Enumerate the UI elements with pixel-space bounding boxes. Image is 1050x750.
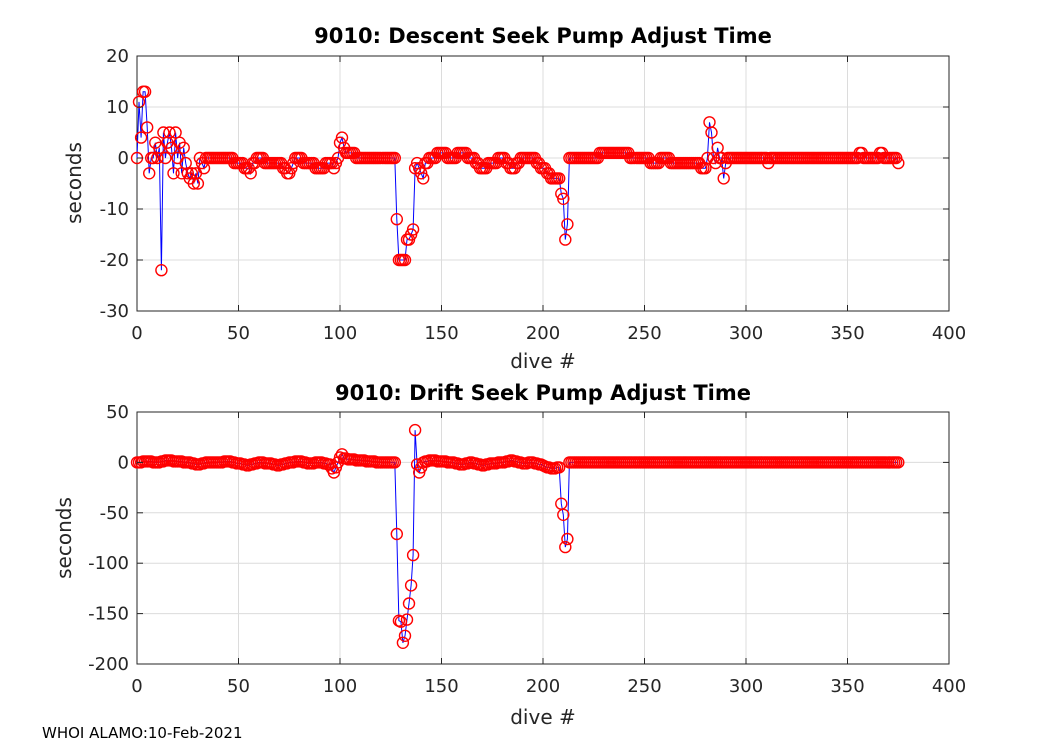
data-point [140,121,154,134]
data-point [557,192,570,206]
data-point [561,218,574,231]
data-point [398,253,412,267]
data-point [705,126,718,139]
data-point [553,461,566,474]
x-tick-label: 300 [729,676,763,697]
data-point [390,527,403,541]
y-tick-label: -30 [100,301,129,322]
x-tick-label: 150 [424,323,458,344]
x-tick-label: 350 [830,323,864,344]
data-point [138,85,152,98]
x-tick-label: 0 [131,323,142,344]
y-tick-label: 0 [118,148,129,169]
data-point [134,131,148,144]
data-point [191,177,205,190]
x-tick-label: 150 [424,676,458,697]
data-point [398,629,412,642]
y-axis-label: seconds [62,142,86,224]
y-tick-label: 20 [106,46,129,67]
data-point [142,167,156,180]
data-point [406,548,420,562]
drift-chart: 0 50 100 150 200 250 300 350 400 -200 -150 -100 -50 0… [52,381,966,729]
x-tick-label: 250 [627,676,661,697]
data-point [559,233,572,246]
x-tick-label: 350 [830,676,864,697]
data-point [408,423,422,437]
x-tick-label: 50 [227,676,250,697]
data-point [404,579,418,592]
y-tick-label: -20 [100,250,129,271]
x-tick-label: 400 [932,676,966,697]
data-point [892,156,905,170]
data-point [892,456,905,469]
data-point [388,151,401,165]
y-tick-label: -100 [88,553,129,574]
chart-title: 9010: Descent Seek Pump Adjust Time [314,24,772,48]
data-point [167,167,180,180]
data-point [553,172,566,185]
data-point [400,613,414,626]
y-tick-label: 50 [106,402,129,423]
data-point [155,264,168,277]
y-tick-label: -200 [88,654,129,675]
x-tick-label: 400 [932,323,966,344]
x-tick-label: 0 [131,676,142,697]
footer-credit: WHOI ALAMO:10-Feb-2021 [42,724,243,742]
data-point [394,615,408,628]
series [130,423,905,649]
y-tick-label: 0 [118,452,129,473]
x-tick-label: 100 [323,676,357,697]
y-tick-label: 10 [106,97,129,118]
data-point [561,532,574,546]
x-tick-label: 50 [227,323,250,344]
data-point [396,636,410,649]
data-point [388,456,401,469]
y-tick-label: -10 [100,199,129,220]
descent-chart: 0 50 100 150 200 250 300 350 400 -30 -20 -10 0 10 20 9… [62,24,966,373]
data-point [559,540,572,554]
data-point [159,151,172,165]
data-point [177,141,190,155]
x-tick-label: 250 [627,323,661,344]
ticks: 0 50 100 150 200 250 300 350 400 -30 -20 -10 0 10 20 [100,46,967,344]
ticks: 0 50 100 150 200 250 300 350 400 -200 -150 -100 -50 0… [88,402,966,697]
chart-title: 9010: Drift Seek Pump Adjust Time [335,381,751,405]
x-tick-label: 200 [526,323,560,344]
x-axis-label: dive # [510,349,576,373]
y-tick-label: -50 [100,503,129,524]
data-point [390,212,403,226]
data-point [417,172,430,185]
y-axis-label: seconds [52,497,76,579]
x-axis-label: dive # [510,705,576,729]
data-point [406,223,420,236]
data-point [557,508,570,521]
x-tick-label: 200 [526,676,560,697]
y-tick-label: -150 [88,604,129,625]
x-tick-label: 100 [323,323,357,344]
data-point [402,597,416,610]
data-point [163,126,176,139]
x-tick-label: 300 [729,323,763,344]
data-point [146,151,160,165]
data-point [717,172,730,185]
